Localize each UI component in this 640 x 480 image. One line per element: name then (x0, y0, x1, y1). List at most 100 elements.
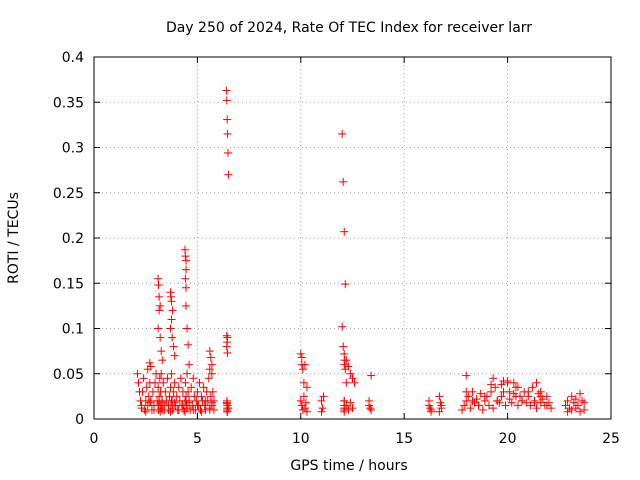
x-tick-label: 5 (193, 431, 202, 447)
data-point (168, 333, 177, 342)
data-point (187, 383, 196, 392)
data-point (524, 387, 533, 396)
data-point (143, 365, 152, 374)
data-point (526, 401, 535, 410)
data-point (298, 405, 307, 414)
data-point (155, 374, 164, 383)
data-point (158, 356, 167, 365)
y-tick-label: 0.25 (53, 186, 84, 202)
data-point (195, 378, 204, 387)
data-point (164, 401, 173, 410)
data-point (205, 347, 214, 356)
data-point (462, 371, 471, 380)
data-point (139, 374, 148, 383)
data-point (532, 378, 541, 387)
data-point (491, 383, 500, 392)
data-point (346, 369, 355, 378)
data-point (340, 396, 349, 405)
data-point (169, 342, 178, 351)
data-point (511, 392, 520, 401)
data-point (223, 129, 232, 138)
data-point (427, 405, 436, 414)
data-point (206, 392, 215, 401)
data-point (178, 401, 187, 410)
grid-lines (94, 57, 611, 419)
y-tick-label: 0.4 (62, 50, 84, 66)
data-point (154, 383, 163, 392)
x-tick-label: 15 (395, 431, 413, 447)
data-point (435, 407, 444, 416)
data-point (297, 360, 306, 369)
data-point (299, 378, 308, 387)
data-point (348, 404, 357, 413)
data-point (503, 376, 512, 385)
data-point (181, 252, 190, 261)
y-tick-label: 0.35 (53, 95, 84, 111)
data-point (155, 306, 164, 315)
data-point (223, 407, 232, 416)
data-point (489, 374, 498, 383)
data-point (350, 378, 359, 387)
data-point (151, 378, 160, 387)
data-point (200, 401, 209, 410)
data-point (209, 405, 218, 414)
y-tick-label: 0.15 (53, 276, 84, 292)
data-point (341, 280, 350, 289)
data-point (460, 401, 469, 410)
x-tick-label: 20 (499, 431, 517, 447)
x-tick-label: 0 (90, 431, 99, 447)
data-point (303, 383, 312, 392)
y-tick-label: 0.1 (62, 322, 84, 338)
y-axis-title: ROTI / TECUs (6, 192, 22, 284)
data-point (338, 322, 347, 331)
data-point (536, 387, 545, 396)
data-point (571, 395, 580, 404)
data-point (497, 392, 506, 401)
data-point (197, 407, 206, 416)
data-point (157, 347, 166, 356)
data-point (507, 398, 516, 407)
data-point (160, 405, 169, 414)
data-point (561, 401, 570, 410)
data-point (172, 392, 181, 401)
data-point (154, 324, 163, 333)
data-point (174, 383, 183, 392)
data-point (137, 404, 146, 413)
data-points (133, 86, 589, 416)
data-point (458, 405, 467, 414)
data-point (182, 265, 191, 274)
y-tick-label: 0.05 (53, 367, 84, 383)
data-point (299, 392, 308, 401)
data-point (145, 398, 154, 407)
data-point (300, 404, 309, 413)
data-point (190, 392, 199, 401)
data-point (167, 315, 176, 324)
data-point (338, 129, 347, 138)
data-point (505, 387, 514, 396)
data-point (156, 407, 165, 416)
plot-frame (93, 56, 612, 420)
data-point (317, 396, 326, 405)
data-point (580, 398, 589, 407)
data-point (319, 392, 328, 401)
data-point (222, 86, 231, 95)
data-point (365, 401, 374, 410)
data-point (183, 404, 192, 413)
data-point (342, 378, 351, 387)
data-point (575, 389, 584, 398)
y-tick-label: 0.3 (62, 141, 84, 157)
data-point (156, 301, 165, 310)
data-point (476, 389, 485, 398)
data-point (425, 401, 434, 410)
data-point (223, 348, 232, 357)
data-point (149, 405, 158, 414)
data-point (167, 297, 176, 306)
data-point (197, 392, 206, 401)
data-point (141, 407, 150, 416)
data-point (317, 407, 326, 416)
data-point (487, 387, 496, 396)
data-point (180, 407, 189, 416)
data-point (182, 283, 191, 292)
data-point (133, 369, 142, 378)
